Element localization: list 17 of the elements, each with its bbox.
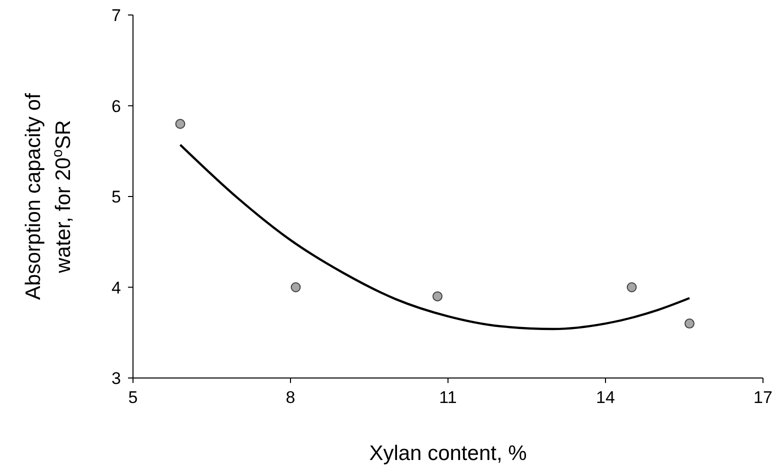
y-tick-label: 5 <box>112 188 121 206</box>
x-tick-label: 17 <box>754 388 772 407</box>
point <box>175 118 186 129</box>
x-tick-label: 11 <box>439 388 457 407</box>
y-tick-label: 6 <box>112 96 121 116</box>
x-tick-label: 8 <box>286 388 296 407</box>
line-series <box>179 144 691 330</box>
point <box>684 318 694 329</box>
x-tick-label: 14 <box>596 388 615 407</box>
y-tick-label: 3 <box>112 369 121 388</box>
x-axis-title: Xylan content, % <box>369 442 527 465</box>
x-tick-label: 5 <box>128 388 138 407</box>
y-tick-label: 7 <box>112 6 121 25</box>
y-tick-label: 4 <box>112 278 121 298</box>
point <box>626 282 637 292</box>
point <box>290 282 301 292</box>
point <box>432 291 442 302</box>
